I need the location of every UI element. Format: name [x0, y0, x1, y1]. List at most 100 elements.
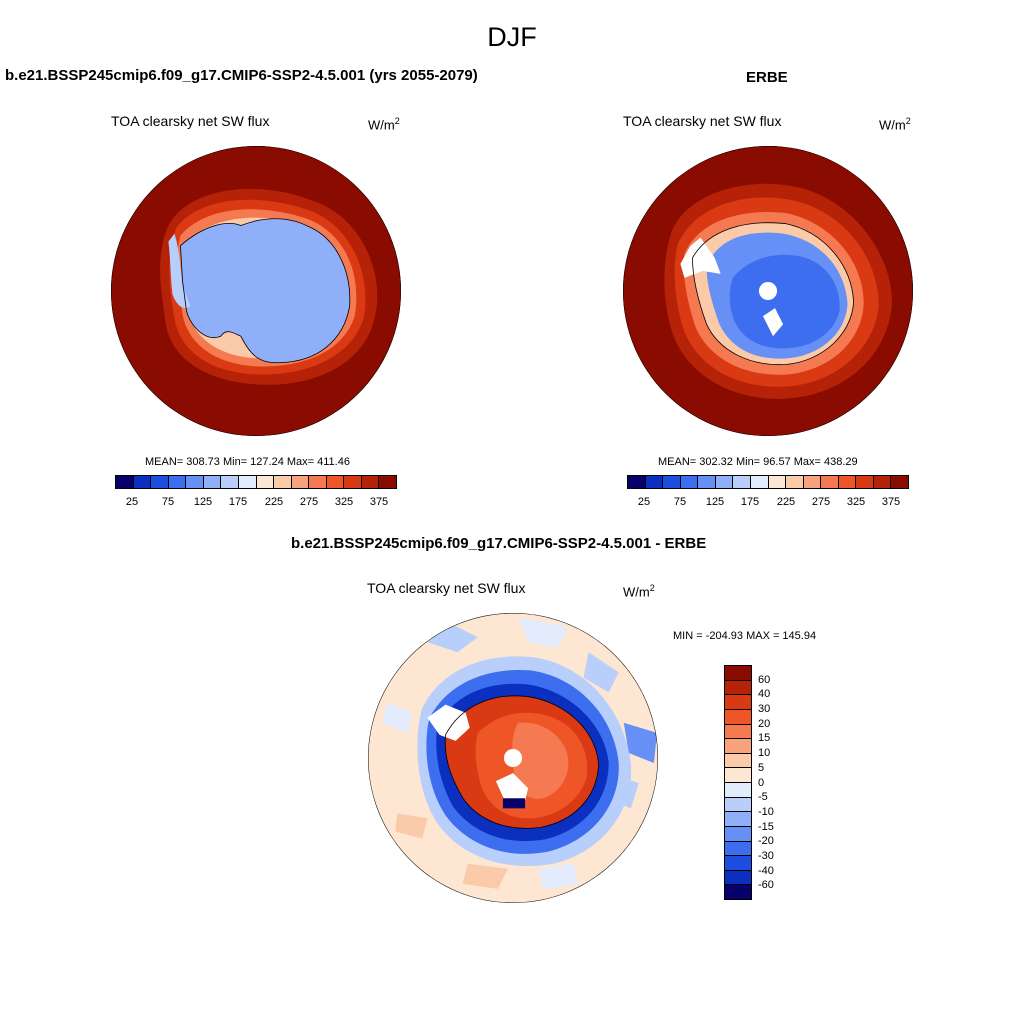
right-colorbar-swatch [856, 476, 874, 488]
left-colorbar-swatch [326, 476, 345, 488]
left-colorbar-ticks: 25 75 125 175 225 275 325 375 [115, 496, 397, 510]
left-tick: 225 [264, 496, 284, 508]
left-colorbar-swatch [116, 476, 134, 488]
left-colorbar-swatch [203, 476, 222, 488]
diff-tick: -5 [758, 791, 768, 804]
diff-colorbar-swatch [725, 666, 751, 681]
left-colorbar-swatch [344, 476, 362, 488]
diff-tick: 40 [758, 688, 771, 701]
left-tick: 325 [334, 496, 354, 508]
right-colorbar-ticks: 25 75 125 175 225 275 325 375 [627, 496, 909, 510]
diff-units-label: W/m2 [623, 583, 655, 600]
diff-colorbar-swatch [725, 753, 751, 769]
diff-tick: -60 [758, 879, 774, 892]
right-colorbar-swatch [786, 476, 804, 488]
left-colorbar-swatch [186, 476, 204, 488]
left-colorbar-swatch [238, 476, 257, 488]
diff-colorbar [724, 665, 752, 900]
right-colorbar [627, 475, 909, 489]
diff-tick: 20 [758, 717, 771, 730]
season-title: DJF [487, 22, 537, 52]
diff-tick: -10 [758, 805, 774, 818]
diff-tick: 30 [758, 703, 771, 716]
diff-polar-map [368, 613, 658, 903]
left-colorbar-swatch [361, 476, 380, 488]
diff-tick: -20 [758, 835, 774, 848]
left-colorbar [115, 475, 397, 489]
right-tick: 175 [740, 496, 760, 508]
diff-colorbar-swatch [725, 783, 751, 798]
diff-minmax: MIN = -204.93 MAX = 145.94 [673, 630, 817, 642]
diff-colorbar-ticks: 60 40 30 20 15 10 5 0 -5 -10 -15 -20 -30… [758, 665, 798, 900]
diff-colorbar-swatch [725, 739, 751, 754]
right-tick: 25 [637, 496, 651, 508]
right-tick: 225 [776, 496, 796, 508]
right-tick: 275 [811, 496, 831, 508]
right-tick: 75 [673, 496, 687, 508]
right-variable-label: TOA clearsky net SW flux [623, 113, 782, 129]
left-tick: 25 [125, 496, 139, 508]
diff-tick: 60 [758, 673, 771, 686]
diff-colorbar-swatch [725, 812, 751, 827]
left-colorbar-swatch [168, 476, 187, 488]
left-colorbar-swatch [309, 476, 327, 488]
left-tick: 175 [228, 496, 248, 508]
right-tick: 125 [705, 496, 725, 508]
diff-case-title: b.e21.BSSP245cmip6.f09_g17.CMIP6-SSP2-4.… [291, 535, 707, 552]
left-tick: 75 [161, 496, 175, 508]
right-colorbar-swatch [645, 476, 664, 488]
left-colorbar-swatch [151, 476, 169, 488]
diff-colorbar-swatch [725, 695, 751, 710]
diff-colorbar-swatch [725, 870, 751, 886]
diff-colorbar-swatch [725, 826, 751, 842]
left-units-label: W/m2 [368, 116, 400, 133]
right-colorbar-swatch [663, 476, 681, 488]
left-tick: 275 [299, 496, 319, 508]
right-case-title: ERBE [746, 69, 788, 86]
right-colorbar-swatch [733, 476, 751, 488]
diff-colorbar-swatch [725, 856, 751, 871]
diff-tick: 10 [758, 747, 771, 760]
right-colorbar-swatch [628, 476, 646, 488]
diff-tick: 5 [758, 761, 765, 774]
left-colorbar-swatch [274, 476, 292, 488]
diff-colorbar-swatch [725, 841, 751, 857]
diff-tick: -40 [758, 864, 774, 877]
diff-tick: 15 [758, 732, 771, 745]
diff-tick: 0 [758, 776, 765, 789]
diff-colorbar-swatch [725, 724, 751, 740]
right-colorbar-swatch [698, 476, 716, 488]
diff-colorbar-swatch [725, 768, 751, 783]
left-colorbar-swatch [379, 476, 396, 488]
diff-colorbar-swatch [725, 885, 751, 899]
right-colorbar-swatch [873, 476, 892, 488]
left-polar-map [111, 146, 401, 436]
right-colorbar-swatch [750, 476, 769, 488]
right-colorbar-swatch [891, 476, 908, 488]
diff-colorbar-swatch [725, 680, 751, 696]
right-colorbar-swatch [680, 476, 699, 488]
left-case-title: b.e21.BSSP245cmip6.f09_g17.CMIP6-SSP2-4.… [5, 67, 478, 84]
right-colorbar-swatch [715, 476, 734, 488]
right-units-label: W/m2 [879, 116, 911, 133]
left-colorbar-swatch [221, 476, 239, 488]
left-stats: MEAN= 308.73 Min= 127.24 Max= 411.46 [145, 456, 350, 468]
right-stats: MEAN= 302.32 Min= 96.57 Max= 438.29 [658, 456, 858, 468]
right-tick: 375 [881, 496, 901, 508]
diff-variable-label: TOA clearsky net SW flux [367, 580, 526, 596]
diff-tick: -30 [758, 849, 774, 862]
left-colorbar-swatch [291, 476, 310, 488]
right-colorbar-swatch [768, 476, 787, 488]
diff-colorbar-swatch [725, 797, 751, 813]
left-tick: 125 [193, 496, 213, 508]
left-colorbar-swatch [256, 476, 275, 488]
right-colorbar-swatch [838, 476, 857, 488]
left-variable-label: TOA clearsky net SW flux [111, 113, 270, 129]
left-colorbar-swatch [133, 476, 152, 488]
right-polar-map [623, 146, 913, 436]
diff-tick: -15 [758, 820, 774, 833]
right-colorbar-swatch [821, 476, 839, 488]
right-colorbar-swatch [803, 476, 822, 488]
left-tick: 375 [369, 496, 389, 508]
right-tick: 325 [846, 496, 866, 508]
